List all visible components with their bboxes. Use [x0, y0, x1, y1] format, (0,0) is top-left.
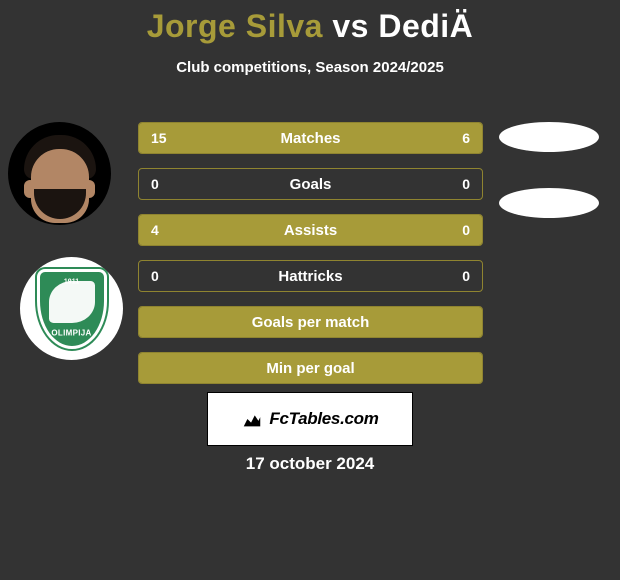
stat-row: Min per goal — [138, 352, 483, 384]
stat-row: Hattricks0 0 — [138, 260, 483, 292]
stat-row: Matches156 — [138, 122, 483, 154]
fctables-text: FcTables.com — [269, 409, 378, 429]
oval-placeholder — [499, 122, 599, 152]
player2-name: DediÄ — [378, 8, 473, 44]
stat-value-left: 15 — [151, 123, 167, 153]
side-ovals — [493, 122, 605, 234]
vs-label: vs — [332, 8, 369, 44]
player2-crest: 1911 OLIMPIJA — [20, 257, 123, 360]
date-label: 17 october 2024 — [0, 454, 620, 474]
stat-value-left: 0 — [151, 169, 159, 199]
fctables-logo-icon — [241, 408, 263, 430]
stat-value-right: 0 — [462, 215, 470, 245]
stat-fill — [139, 353, 482, 383]
stat-value-right: 0 — [462, 169, 470, 199]
stat-row: Goals per match — [138, 306, 483, 338]
stat-row: Assists40 — [138, 214, 483, 246]
crest-emblem — [49, 281, 95, 323]
stat-value-right: 0 — [462, 261, 470, 291]
stat-value-left: 4 — [151, 215, 159, 245]
stat-bars: Matches156Goals00Assists40Hattricks00Goa… — [138, 122, 483, 398]
oval-placeholder — [499, 188, 599, 218]
stat-label: Hattricks — [139, 261, 482, 291]
stat-fill-left — [139, 215, 482, 245]
stat-value-left: 0 — [151, 261, 159, 291]
page-title: Jorge Silva vs DediÄ — [0, 0, 620, 45]
stat-label: Goals — [139, 169, 482, 199]
subtitle: Club competitions, Season 2024/2025 — [0, 59, 620, 76]
player1-name: Jorge Silva — [147, 8, 323, 44]
stat-fill — [139, 307, 482, 337]
stat-row: Goals0 0 — [138, 168, 483, 200]
player1-avatar — [8, 122, 111, 225]
avatars-column: 1911 OLIMPIJA — [8, 122, 120, 360]
crest-text: OLIMPIJA — [51, 329, 91, 338]
stat-fill-left — [139, 123, 383, 153]
fctables-badge: FcTables.com — [207, 392, 413, 446]
stat-value-right: 6 — [462, 123, 470, 153]
